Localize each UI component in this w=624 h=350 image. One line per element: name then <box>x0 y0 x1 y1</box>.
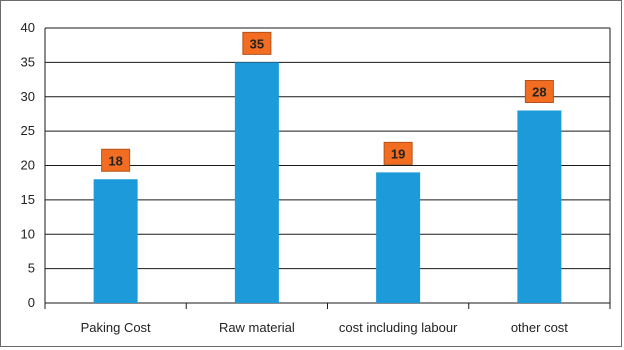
data-label-box <box>101 148 131 172</box>
y-tick-label: 5 <box>28 261 35 276</box>
y-tick-label: 15 <box>21 192 35 207</box>
y-tick-label: 35 <box>21 54 35 69</box>
y-tick-label: 30 <box>21 89 35 104</box>
y-axis-ticks: 0 5 10 15 20 25 30 35 40 <box>21 20 35 310</box>
y-tick-label: 0 <box>28 295 35 310</box>
data-label: 18 <box>108 153 122 168</box>
x-tick-label: Paking Cost <box>81 320 151 335</box>
data-label-box <box>242 31 272 55</box>
bar <box>376 172 421 303</box>
bar <box>517 110 562 303</box>
x-tick-label: Raw material <box>219 320 295 335</box>
gridlines <box>44 27 611 309</box>
y-tick-label: 40 <box>21 20 35 35</box>
bar <box>234 62 279 303</box>
data-label-box <box>524 80 554 103</box>
x-tick-label: cost including labour <box>339 320 458 335</box>
data-label: 35 <box>250 36 264 51</box>
y-tick-label: 20 <box>21 158 35 173</box>
y-tick-label: 25 <box>21 123 35 138</box>
data-label: 28 <box>532 85 546 100</box>
bars <box>93 62 562 303</box>
x-axis-ticks: Paking Cost Raw material cost including la… <box>81 320 569 335</box>
data-labels: 18 35 19 28 <box>101 31 554 172</box>
data-label-box <box>383 141 413 165</box>
bar <box>93 179 138 303</box>
y-tick-label: 10 <box>21 226 35 241</box>
data-label: 19 <box>391 146 405 161</box>
x-tick-label: other cost <box>511 320 568 335</box>
